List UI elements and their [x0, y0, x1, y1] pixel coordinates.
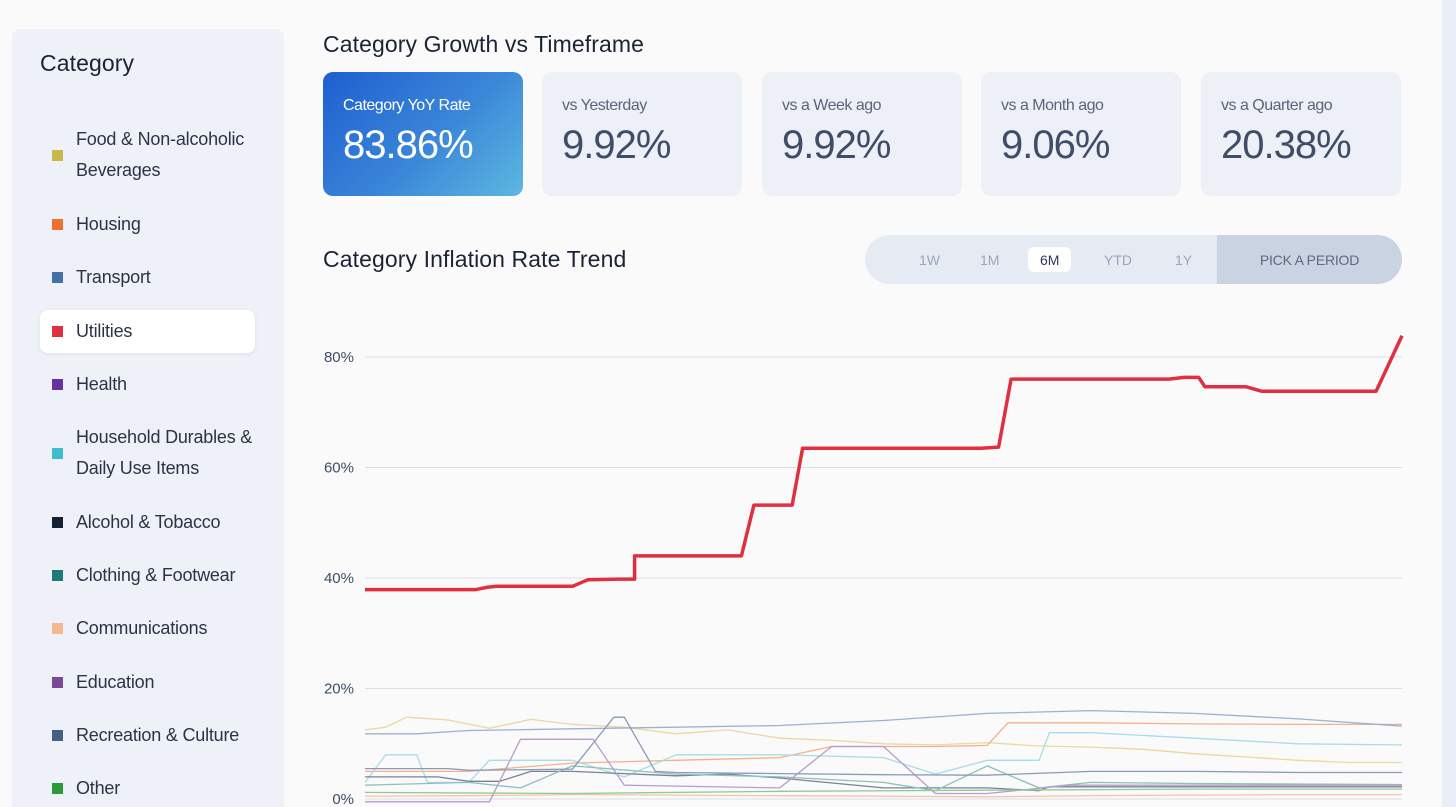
series-line-housing: [365, 722, 1402, 773]
stat-label: vs Yesterday: [562, 97, 647, 114]
chart-gridlines: [365, 356, 1402, 800]
pick-period-button[interactable]: PICK A PERIOD: [1217, 235, 1402, 284]
y-tick-label: 80%: [324, 349, 354, 366]
category-swatch: [52, 783, 63, 794]
category-item-housing[interactable]: Housing: [40, 209, 255, 240]
category-item-clothing[interactable]: Clothing & Footwear: [40, 560, 255, 591]
stat-card-yoy: Category YoY Rate 83.86%: [323, 72, 523, 196]
category-label: Other: [76, 778, 121, 798]
growth-section-title: Category Growth vs Timeframe: [323, 31, 645, 57]
period-button-1m[interactable]: 1M: [980, 251, 1000, 268]
category-swatch: [52, 677, 63, 688]
stat-value: 83.86%: [343, 123, 474, 167]
category-swatch: [52, 149, 63, 161]
period-button-1y[interactable]: 1Y: [1175, 251, 1193, 268]
category-swatch: [52, 570, 63, 581]
y-tick-label: 40%: [324, 570, 354, 587]
chart-series: [364, 334, 1404, 803]
stat-card-yesterday: vs Yesterday 9.92%: [542, 72, 742, 196]
series-line-education: [365, 738, 1402, 803]
right-edge-strip: [1442, 0, 1456, 807]
category-item-transport[interactable]: Transport: [40, 262, 255, 293]
trend-chart-svg: 0% 20% 40% 60% 80%: [324, 334, 1404, 807]
stat-card-quarter: vs a Quarter ago 20.38%: [1201, 72, 1401, 196]
stat-label: vs a Month ago: [1001, 97, 1104, 114]
sidebar-title: Category: [40, 50, 135, 76]
series-line-food-non-alcoholic-beverages: [364, 716, 1402, 764]
category-item-food[interactable]: Food & Non-alcoholic Beverages: [40, 124, 255, 186]
category-swatch: [52, 219, 63, 230]
category-swatch: [52, 623, 63, 634]
category-label: Food & Non-alcoholic Beverages: [76, 129, 245, 180]
period-button-ytd[interactable]: YTD: [1104, 251, 1132, 268]
category-swatch: [52, 272, 63, 283]
category-item-communications[interactable]: Communications: [40, 613, 255, 644]
series-line-transport: [365, 709, 1403, 735]
category-label: Alcohol & Tobacco: [76, 512, 221, 532]
stat-label: Category YoY Rate: [343, 97, 471, 114]
category-item-other[interactable]: Other: [40, 773, 255, 804]
series-line-other: [364, 788, 1402, 795]
category-swatch: [52, 517, 63, 528]
category-item-health[interactable]: Health: [40, 369, 255, 400]
series-line-communications: [364, 793, 1402, 798]
category-item-alcohol[interactable]: Alcohol & Tobacco: [40, 507, 255, 538]
category-label: Recreation & Culture: [76, 725, 240, 745]
category-item-utilities[interactable]: Utilities: [40, 310, 255, 353]
y-tick-label: 0%: [332, 791, 354, 807]
series-line-recreation-culture: [365, 716, 1402, 776]
category-label: Utilities: [76, 321, 133, 341]
period-button-6m[interactable]: 6M: [1028, 247, 1072, 272]
category-label: Household Durables & Daily Use Items: [76, 427, 253, 478]
y-tick-label: 20%: [324, 681, 354, 698]
series-line-clothing-footwear: [364, 765, 1403, 792]
category-item-education[interactable]: Education: [40, 667, 255, 698]
series-line-household-durables-daily-use-items: [364, 732, 1403, 784]
chart-y-ticks: 0% 20% 40% 60% 80%: [324, 349, 354, 807]
y-tick-label: 60%: [324, 460, 354, 477]
category-item-recreation[interactable]: Recreation & Culture: [40, 720, 255, 751]
series-line-utilities: [365, 334, 1404, 592]
stat-card-month: vs a Month ago 9.06%: [981, 72, 1181, 196]
period-selector: 1W 1M 6M YTD 1Y PICK A PERIOD: [865, 235, 1402, 284]
category-item-household[interactable]: Household Durables & Daily Use Items: [40, 422, 255, 484]
category-swatch: [52, 379, 63, 390]
category-label: Education: [76, 672, 155, 692]
category-swatch: [52, 326, 63, 337]
stat-value: 9.06%: [1001, 123, 1110, 167]
inflation-trend-chart: 0% 20% 40% 60% 80%: [300, 300, 1420, 807]
stat-label: vs a Week ago: [782, 97, 882, 114]
stat-value: 9.92%: [782, 123, 891, 167]
category-label: Transport: [76, 267, 151, 287]
stat-value: 9.92%: [562, 123, 671, 167]
period-button-1w[interactable]: 1W: [919, 251, 940, 268]
category-label: Health: [76, 374, 127, 394]
stat-card-week: vs a Week ago 9.92%: [762, 72, 962, 196]
category-label: Clothing & Footwear: [76, 565, 236, 585]
stat-value: 20.38%: [1221, 123, 1352, 167]
stat-label: vs a Quarter ago: [1221, 97, 1333, 114]
trend-section-title: Category Inflation Rate Trend: [323, 246, 627, 272]
category-label: Housing: [76, 214, 141, 234]
category-swatch: [52, 447, 63, 459]
category-label: Communications: [76, 618, 208, 638]
category-sidebar: Category Food & Non-alcoholic Beverages …: [12, 29, 284, 807]
category-swatch: [52, 730, 63, 741]
